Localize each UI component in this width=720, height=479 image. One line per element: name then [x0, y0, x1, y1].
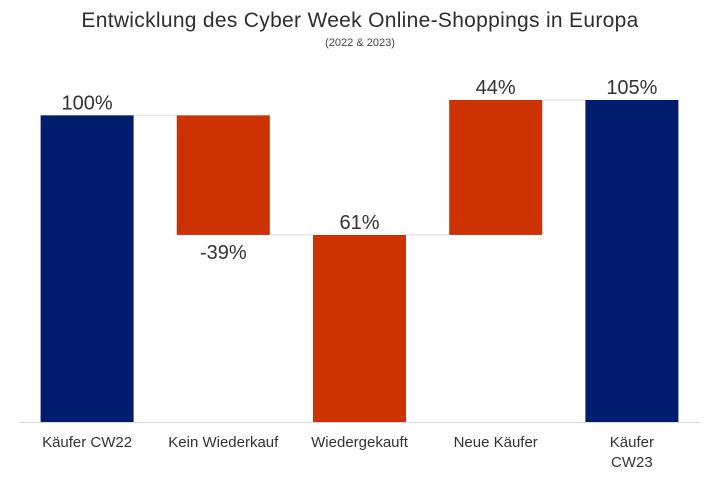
- data-label-kein-wiederkauf: -39%: [200, 242, 247, 264]
- bar-neue-kaufer: [449, 100, 543, 235]
- data-label-neue-kaufer: 44%: [476, 77, 516, 99]
- data-label-wiedergekauft: 61%: [339, 212, 379, 234]
- chart-subtitle: (2022 & 2023): [325, 37, 395, 49]
- data-label-kaufer-cw22: 100%: [62, 92, 113, 114]
- x-tick-label: Kein Wiederkauf: [168, 434, 279, 451]
- bar-kein-wiederkauf: [176, 115, 270, 235]
- bar-kaufer-cw22: [40, 115, 134, 422]
- chart-title: Entwicklung des Cyber Week Online-Shoppi…: [81, 9, 638, 32]
- x-tick-label: Käufer CW23: [610, 434, 654, 471]
- data-labels-group: 100% -39% 61% 44% 105%: [62, 77, 658, 264]
- x-tick-labels-group: Käufer CW22 Kein Wiederkauf Wiedergekauft N…: [42, 434, 654, 471]
- bar-kaufer-cw23: [585, 100, 679, 422]
- x-tick-label: Käufer CW22: [42, 434, 132, 451]
- x-tick-label: Wiedergekauft: [311, 434, 409, 451]
- connector-lines: [133, 99, 586, 236]
- data-label-kaufer-cw23: 105%: [606, 77, 657, 99]
- bars-group: [40, 100, 679, 422]
- bar-wiedergekauft: [313, 234, 406, 422]
- x-tick-label: Neue Käufer: [454, 434, 538, 451]
